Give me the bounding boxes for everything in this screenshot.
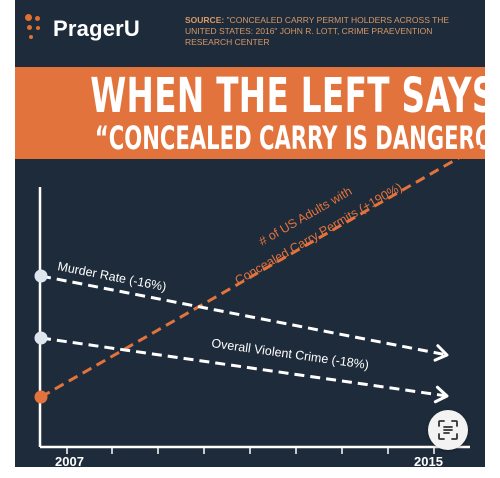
source-label: SOURCE:: [185, 15, 225, 25]
logo-dots-icon: [25, 14, 47, 44]
source-citation: SOURCE: "CONCEALED CARRY PERMIT HOLDERS …: [185, 15, 475, 48]
series-concealed-carry-permits-line: [40, 141, 485, 399]
series-violent-crime-arrow: [433, 385, 449, 404]
series-violent-crime-line: [40, 336, 448, 398]
series-murder-rate-line: [40, 274, 448, 357]
text-scan-icon: [438, 420, 458, 440]
series-murder-rate-marker: [34, 269, 48, 283]
series-concealed-carry-permits-marker: [34, 390, 48, 404]
source-text: "CONCEALED CARRY PERMIT HOLDERS ACROSS T…: [185, 15, 450, 47]
series-permits-label-line2: Concealed Carry Permits (+190%): [233, 180, 405, 287]
text-scan-button[interactable]: [428, 410, 468, 450]
logo-text: PragerU: [53, 16, 140, 41]
series-violent-crime-marker: [34, 331, 48, 345]
headline-banner: WHEN THE LEFT SAYS “CONCEALED CARRY IS D…: [15, 67, 485, 159]
x-tick-label-end: 2015: [414, 454, 443, 467]
infographic-card: PragerU SOURCE: "CONCEALED CARRY PERMIT …: [15, 0, 485, 467]
prageru-logo: PragerU: [25, 12, 140, 46]
x-tick-label-start: 2007: [55, 454, 84, 467]
header: PragerU SOURCE: "CONCEALED CARRY PERMIT …: [15, 0, 485, 56]
series-murder-rate-arrow: [433, 344, 449, 362]
